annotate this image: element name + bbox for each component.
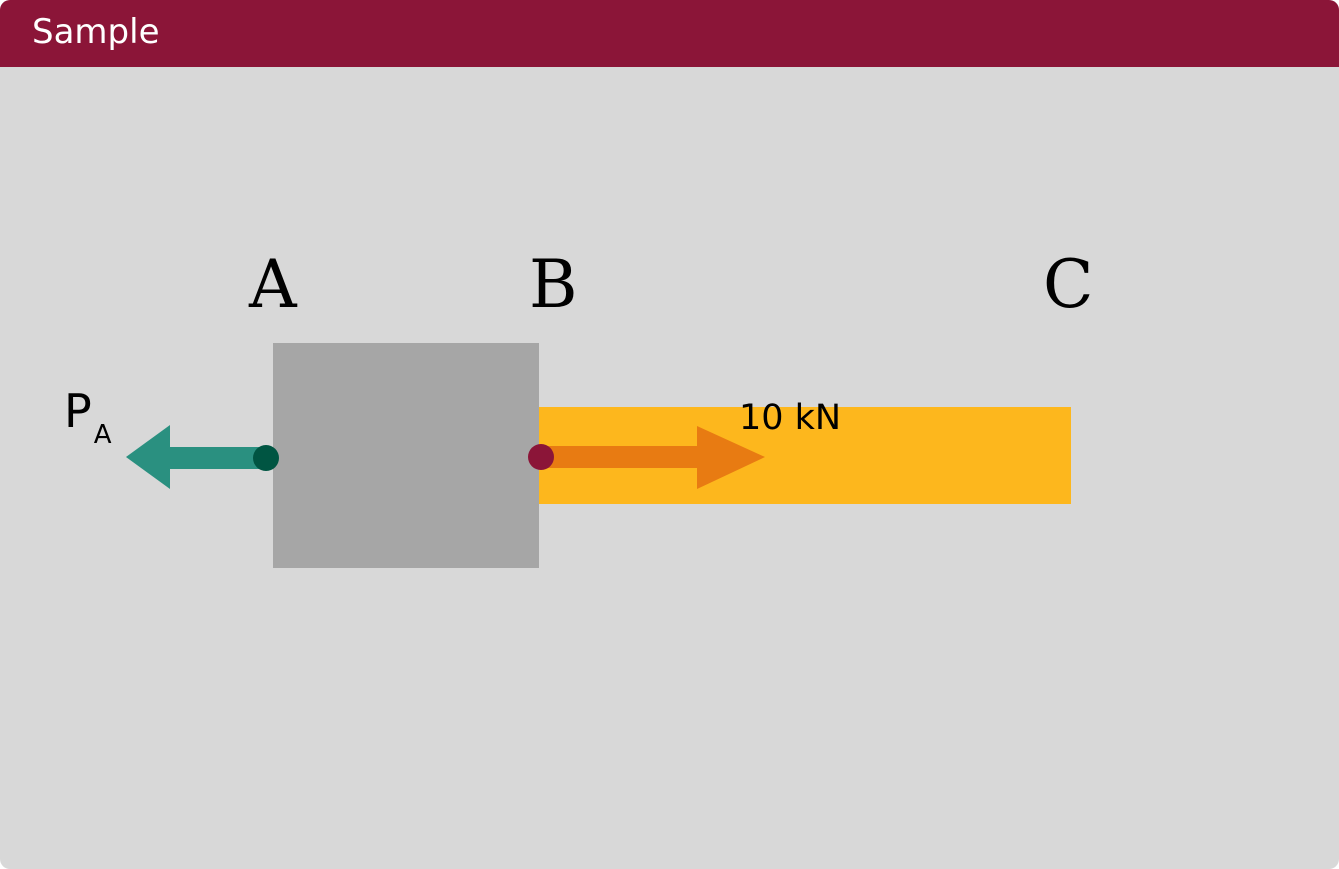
reaction-force-subscript: A: [93, 420, 112, 450]
applied-arrow-shaft: [541, 446, 703, 468]
point-label-b: B: [529, 246, 578, 323]
reaction-arrow-shaft: [166, 447, 266, 469]
node-b: [528, 444, 554, 470]
card-title: Sample: [32, 12, 160, 52]
applied-force-arrow: [541, 426, 765, 489]
applied-arrow-head: [697, 426, 765, 489]
reaction-force-label: PA: [64, 384, 112, 450]
applied-force-label: 10 kN: [739, 398, 842, 438]
reaction-arrow-head: [126, 425, 170, 489]
reaction-arrow: [126, 425, 266, 489]
card-header: Sample: [0, 0, 1339, 67]
rigid-block: [273, 343, 539, 568]
node-a: [253, 445, 279, 471]
reaction-force-symbol: P: [64, 384, 92, 438]
point-label-c: C: [1043, 246, 1094, 323]
point-label-a: A: [249, 246, 297, 323]
